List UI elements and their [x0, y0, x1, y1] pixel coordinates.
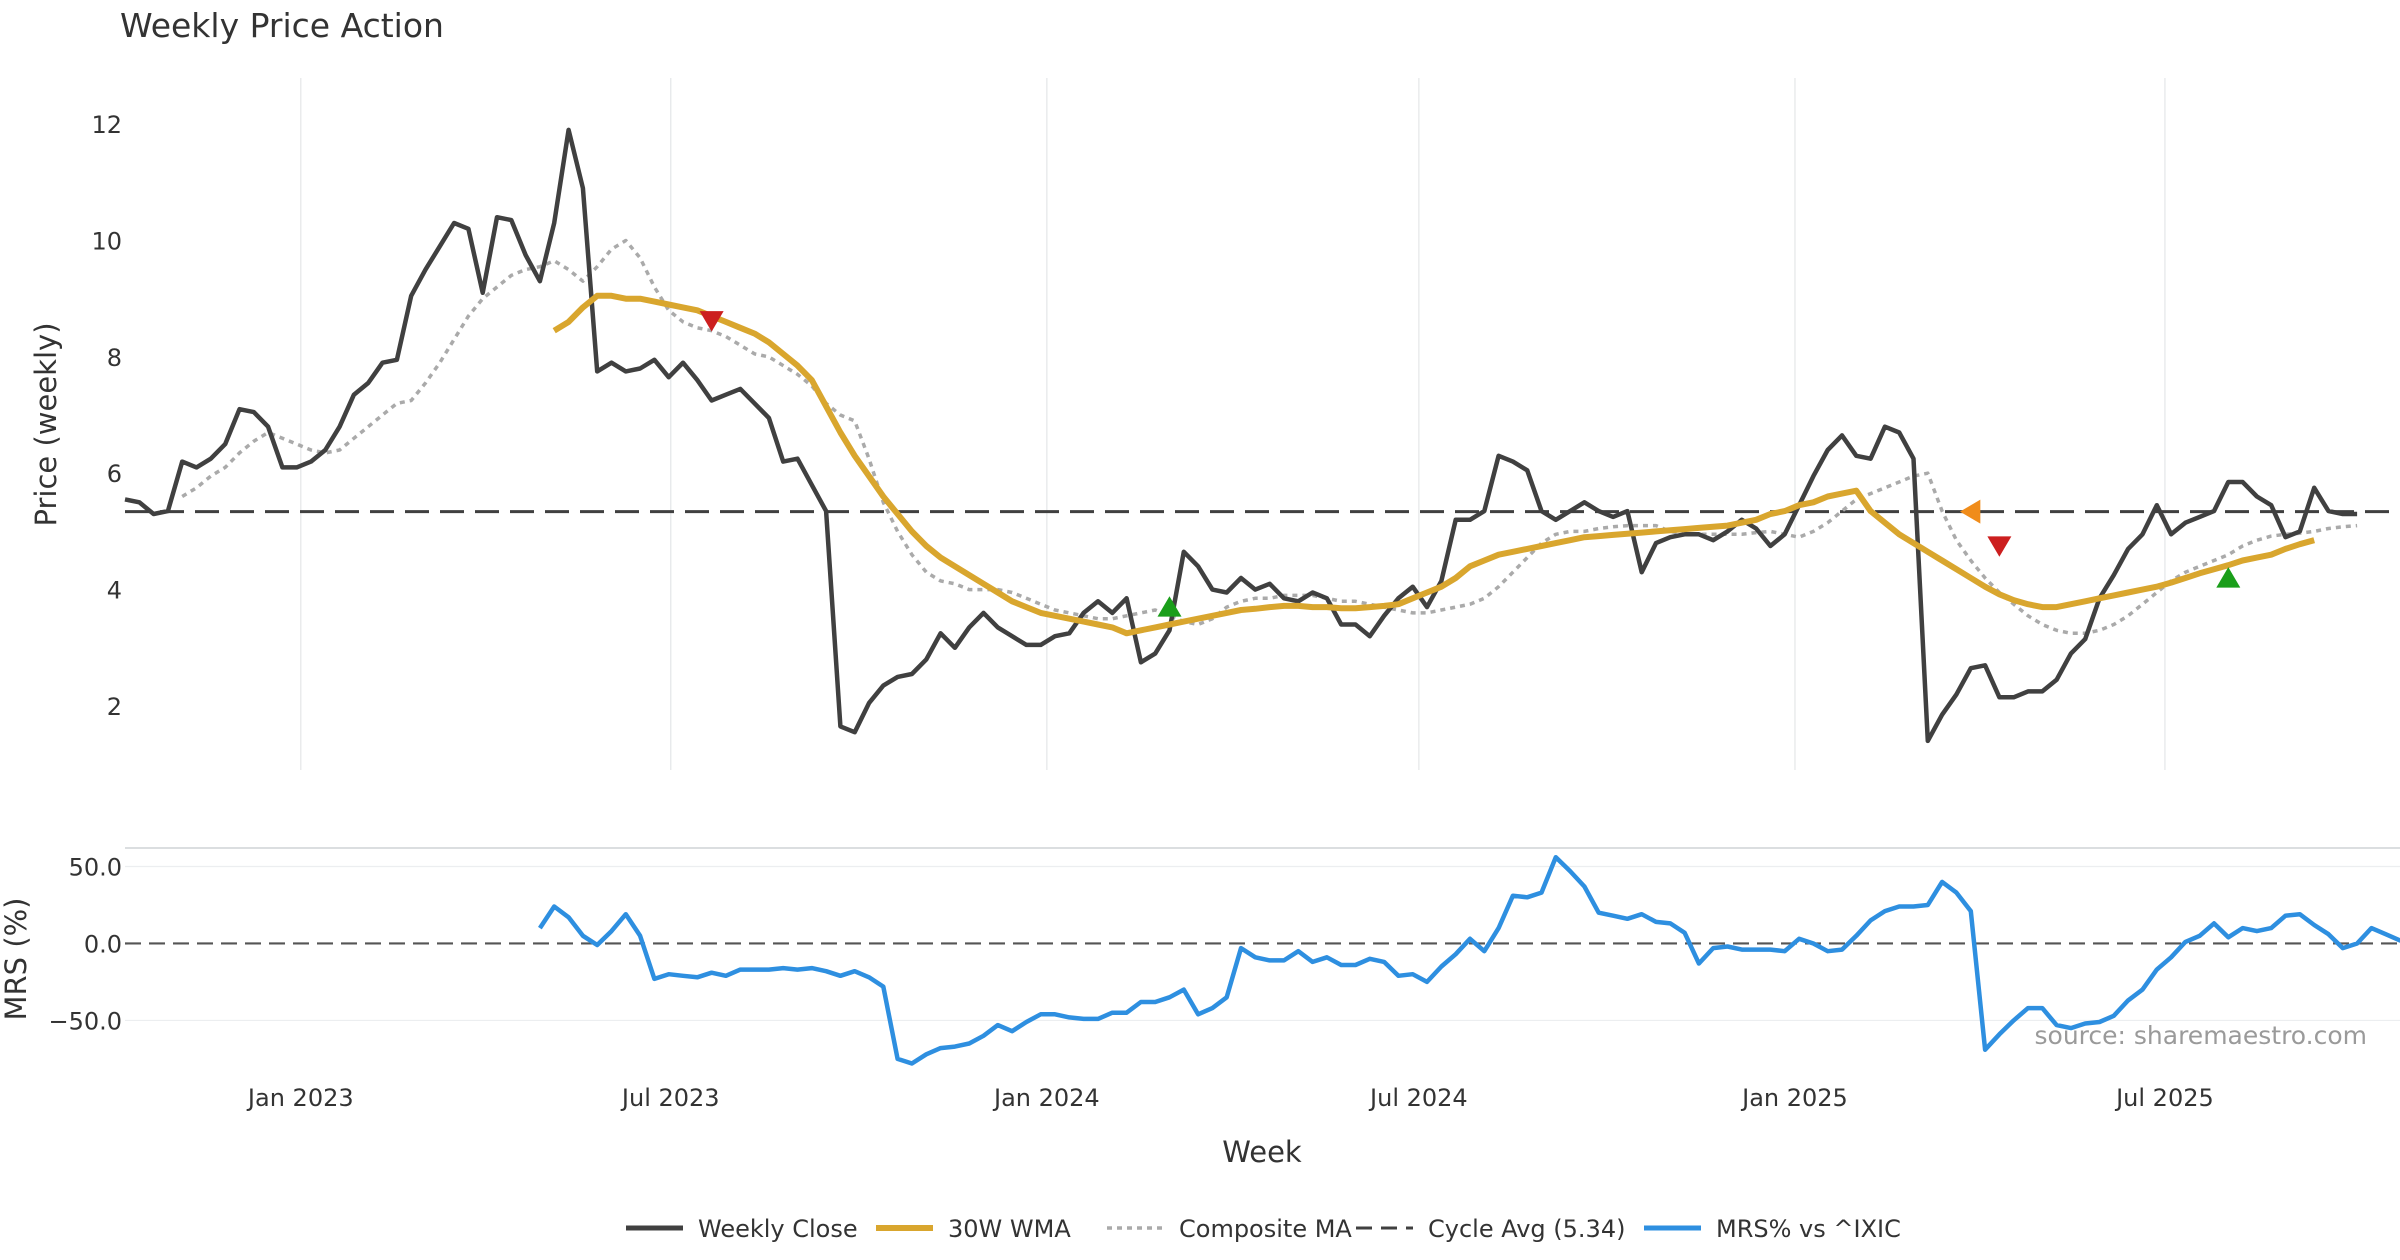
x-axis-label: Week — [1222, 1135, 1302, 1169]
mrs-y-tick-label: 50.0 — [69, 853, 122, 881]
wma-30w-line — [552, 292, 2316, 637]
warning-signal-marker — [1959, 499, 1981, 524]
price-y-tick-label: 12 — [91, 111, 122, 139]
weekly-close-line — [124, 127, 2358, 744]
watermark: source: sharemaestro.com — [2035, 1021, 2368, 1050]
price-y-tick-label: 10 — [91, 227, 122, 255]
legend-label: 30W WMA — [948, 1215, 1071, 1243]
x-tick-label: Jul 2024 — [1368, 1084, 1468, 1112]
x-tick-label: Jul 2025 — [2114, 1084, 2214, 1112]
legend-label: Composite MA — [1179, 1215, 1352, 1243]
buy-signal-marker — [1157, 596, 1182, 617]
legend-label: MRS% vs ^IXIC — [1716, 1215, 1901, 1243]
mrs-y-axis-label: MRS (%) — [0, 898, 33, 1021]
legend-label: Cycle Avg (5.34) — [1428, 1215, 1625, 1243]
price-y-tick-label: 2 — [107, 693, 122, 721]
buy-signal-marker — [2216, 567, 2241, 588]
mrs-y-tick-label: 0.0 — [84, 930, 122, 958]
price-y-tick-label: 6 — [107, 460, 122, 488]
price-y-axis-label: Price (weekly) — [29, 322, 63, 526]
sell-signal-marker — [699, 311, 724, 332]
legend-label: Weekly Close — [698, 1215, 858, 1243]
mrs-line — [538, 854, 2400, 1066]
mrs-y-tick-label: −50.0 — [48, 1007, 122, 1035]
sell-signal-marker — [1987, 536, 2012, 557]
x-tick-label: Jan 2025 — [1740, 1084, 1848, 1112]
x-tick-label: Jul 2023 — [620, 1084, 720, 1112]
chart-title: Weekly Price Action — [120, 6, 444, 45]
x-tick-label: Jan 2024 — [992, 1084, 1100, 1112]
composite-ma-line — [181, 238, 2358, 636]
x-tick-label: Jan 2023 — [246, 1084, 354, 1112]
price-y-tick-label: 4 — [107, 577, 122, 605]
price-y-tick-label: 8 — [107, 344, 122, 372]
